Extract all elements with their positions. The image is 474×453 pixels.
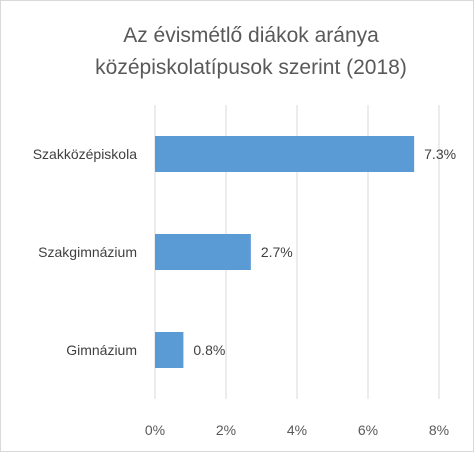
x-tick-label-0: 0% <box>145 422 165 438</box>
x-tick-label-1: 2% <box>216 422 236 438</box>
chart-title-line-1: Az évismétlő diákok aránya <box>123 24 379 47</box>
x-tick-label-2: 4% <box>287 422 307 438</box>
labels: 0% 2% 4% 6% 8% Szakközépiskola 7.3% Szakgimnázi… <box>33 146 456 438</box>
category-label-2: Gimnázium <box>66 342 137 358</box>
category-label-1: Szakgimnázium <box>38 244 137 260</box>
data-label-2: 0.8% <box>193 342 225 358</box>
data-label-1: 2.7% <box>261 244 293 260</box>
bar-1 <box>155 234 251 270</box>
category-label-0: Szakközépiskola <box>33 146 137 162</box>
x-tick-label-3: 6% <box>358 422 378 438</box>
bar-2 <box>155 332 184 368</box>
x-tick-label-4: 8% <box>429 422 449 438</box>
bars <box>155 136 415 368</box>
bar-0 <box>155 136 415 172</box>
data-label-0: 7.3% <box>424 146 456 162</box>
chart-title-line-2: középiskolatípusok szerint (2018) <box>95 56 407 79</box>
